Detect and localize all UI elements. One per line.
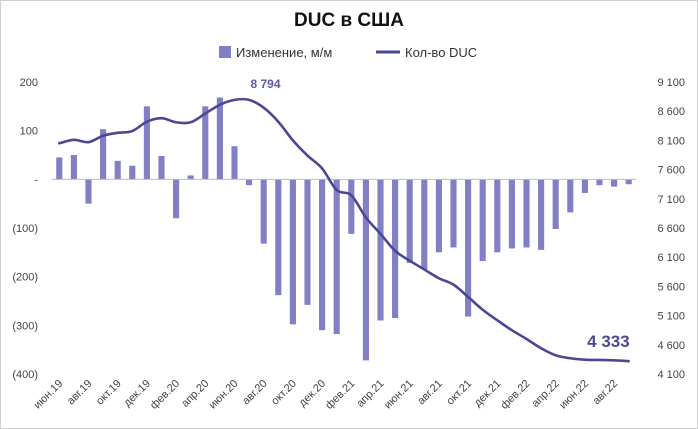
bar-mark xyxy=(158,155,165,180)
x-tick-label: апр.21 xyxy=(354,378,386,410)
right-tick-label: 5 600 xyxy=(657,281,685,293)
bar-mark xyxy=(508,179,515,249)
legend: Изменение, м/м Кол-во DUC xyxy=(219,45,477,60)
bar-mark xyxy=(611,179,618,187)
right-tick-label: 7 100 xyxy=(657,194,685,206)
last-value-annotation: 4 333 xyxy=(587,332,630,351)
bar-mark xyxy=(275,179,282,296)
right-tick-label: 8 100 xyxy=(657,135,685,147)
x-tick-label: авг.20 xyxy=(240,378,270,408)
x-tick-label: июн.21 xyxy=(382,378,416,412)
left-tick-label: (100) xyxy=(12,223,38,235)
left-tick-label: - xyxy=(34,174,38,186)
bar-mark xyxy=(70,155,77,180)
bar-mark xyxy=(260,179,267,244)
bar-mark xyxy=(114,160,121,180)
bar-mark xyxy=(129,165,136,180)
chart-title: DUC в США xyxy=(294,10,404,31)
bar-mark xyxy=(231,146,238,180)
bar-mark xyxy=(435,179,442,253)
x-tick-label: фев.21 xyxy=(323,378,357,412)
x-tick-label: окт.20 xyxy=(269,378,299,408)
bar-mark xyxy=(289,179,296,325)
x-tick-label: июн.19 xyxy=(32,378,66,412)
right-tick-label: 8 600 xyxy=(657,106,685,118)
x-tick-label: фев.20 xyxy=(148,378,182,412)
legend-bar-label: Изменение, м/м xyxy=(236,45,332,60)
bar-mark xyxy=(377,179,384,321)
bar-mark xyxy=(85,179,92,204)
legend-line-label: Кол-во DUC xyxy=(405,45,477,60)
right-axis-ticks: 4 100 4 600 5 100 5 600 6 100 6 600 7 100 7 600… xyxy=(657,77,685,381)
right-tick-label: 7 600 xyxy=(657,165,685,177)
bar-mark xyxy=(567,179,574,213)
left-tick-label: 100 xyxy=(20,126,38,138)
x-axis-ticks: июн.19 авг.19 окт.19дек.19фев.20апр.20июн.… xyxy=(32,378,621,412)
bar-series xyxy=(56,97,632,361)
bar-mark xyxy=(56,157,63,180)
bar-mark xyxy=(143,106,150,180)
bar-mark xyxy=(494,179,501,253)
bar-mark xyxy=(333,179,340,335)
left-tick-label: 200 xyxy=(20,77,38,89)
x-tick-label: апр.22 xyxy=(530,378,562,410)
duc-count-line xyxy=(58,97,630,363)
right-tick-label: 6 100 xyxy=(657,252,685,264)
bar-mark xyxy=(173,179,180,219)
bar-mark xyxy=(246,179,253,186)
x-tick-label: авг.19 xyxy=(65,378,95,408)
bar-mark xyxy=(216,97,223,180)
right-tick-label: 9 100 xyxy=(657,77,685,89)
x-tick-label: июн.22 xyxy=(557,378,591,412)
left-tick-label: (400) xyxy=(12,369,38,381)
bar-mark xyxy=(319,179,326,331)
bar-mark xyxy=(465,179,472,317)
right-tick-label: 4 100 xyxy=(657,369,685,381)
legend-bar-swatch xyxy=(219,46,231,58)
bar-mark xyxy=(348,179,355,234)
x-tick-label: апр.20 xyxy=(179,378,211,410)
x-tick-label: июн.20 xyxy=(207,378,241,412)
bar-mark xyxy=(202,106,209,180)
left-tick-label: (300) xyxy=(12,320,38,332)
bar-mark xyxy=(596,179,603,186)
right-tick-label: 4 600 xyxy=(657,340,685,352)
bar-mark xyxy=(479,179,486,262)
bar-mark xyxy=(581,179,588,193)
bar-mark xyxy=(100,129,107,180)
bar-mark xyxy=(362,179,369,361)
x-tick-label: авг.22 xyxy=(591,378,621,408)
bar-mark xyxy=(450,179,457,248)
bar-mark xyxy=(538,179,545,250)
x-tick-label: окт.21 xyxy=(444,378,474,408)
left-axis-ticks: (400) (300) (200) (100) - 100 200 xyxy=(12,77,38,381)
bar-mark xyxy=(392,179,399,319)
bar-mark xyxy=(552,179,559,229)
bar-mark xyxy=(304,179,311,305)
bar-mark xyxy=(187,175,194,180)
bar-mark xyxy=(421,179,428,270)
left-tick-label: (200) xyxy=(12,272,38,284)
bar-mark xyxy=(523,179,530,248)
x-tick-label: авг.21 xyxy=(415,378,445,408)
x-tick-label: окт.19 xyxy=(94,378,124,408)
bar-mark xyxy=(625,179,632,185)
peak-annotation: 8 794 xyxy=(250,77,280,91)
right-tick-label: 6 600 xyxy=(657,223,685,235)
bar-mark xyxy=(406,179,413,264)
right-tick-label: 5 100 xyxy=(657,311,685,323)
x-tick-label: фев.22 xyxy=(498,378,532,412)
